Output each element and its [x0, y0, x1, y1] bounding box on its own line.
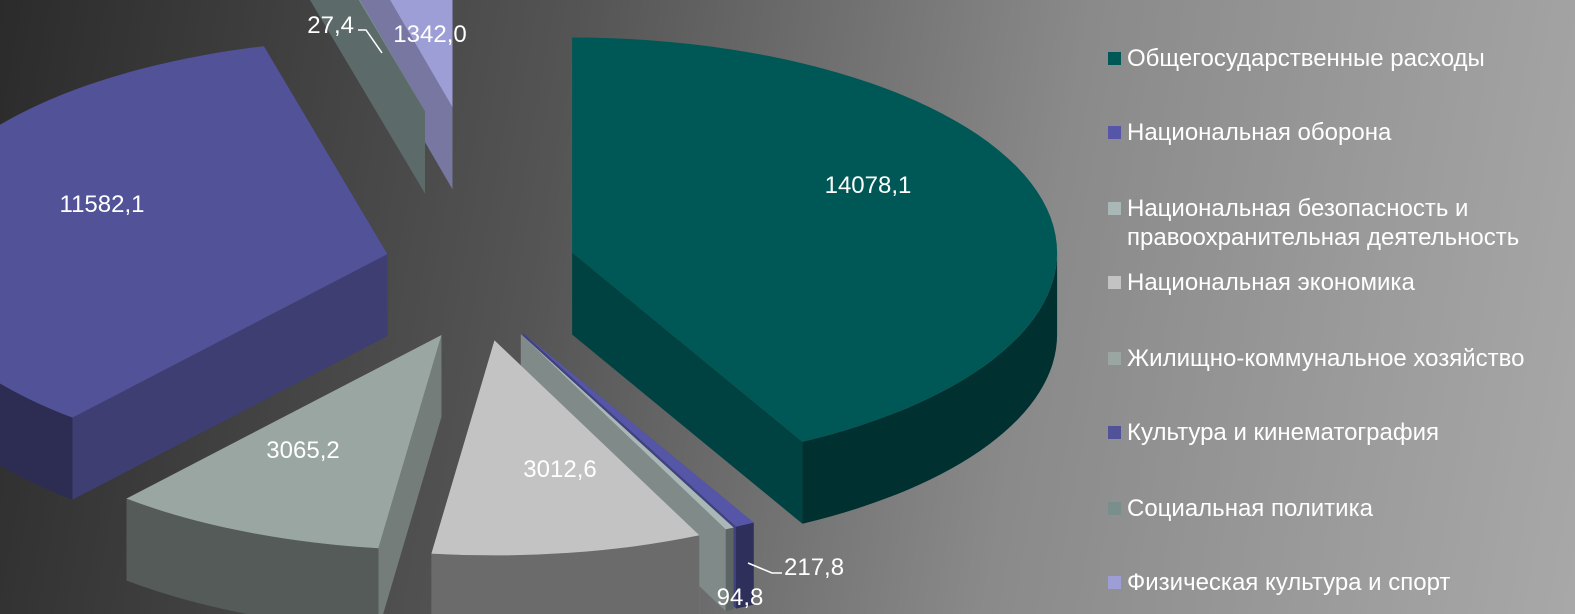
legend-swatch [1108, 576, 1121, 589]
legend-item: Национальная безопасность и правоохранит… [1108, 194, 1519, 252]
pie-slice [126, 335, 442, 614]
legend-swatch [1108, 276, 1121, 289]
slice-top [520, 334, 734, 530]
slice-top [358, 0, 425, 112]
leader-line [747, 562, 782, 574]
legend-label: Жилищно-коммунальное хозяйство [1127, 345, 1525, 372]
legend-swatch [1108, 126, 1121, 139]
slice-side [310, 0, 425, 194]
slice-wall [736, 522, 754, 609]
slice-wall [431, 535, 700, 614]
legend-swatch [1108, 352, 1121, 365]
slice-top [390, 0, 453, 108]
data-label: 94,8 [717, 584, 764, 611]
pie-slice [572, 37, 1058, 524]
legend-label: Национальная безопасность и правоохранит… [1127, 195, 1520, 251]
legend-swatch [1108, 52, 1121, 65]
pie-chart: 14078,1 217,8 94,8 3012,6 3065,2 11582,1 27,4 1… [0, 0, 1058, 614]
slice-side [572, 252, 803, 524]
leader-line [358, 29, 383, 54]
data-label: 14078,1 [825, 172, 912, 199]
legend-swatch [1108, 202, 1121, 215]
pie-slice [0, 46, 388, 500]
legend-item: Национальная экономика [1108, 268, 1415, 297]
data-label: 217,8 [784, 554, 844, 581]
legend-label: Физическая культура и спорт [1127, 569, 1451, 596]
slice-top [572, 37, 1058, 442]
data-label: 3012,6 [523, 456, 596, 483]
slice-top [126, 335, 442, 549]
legend-swatch [1108, 502, 1121, 515]
legend-label: Национальная экономика [1127, 269, 1415, 296]
legend-item: Социальная политика [1108, 494, 1373, 523]
data-label: 27,4 [307, 12, 354, 39]
data-label: 11582,1 [60, 191, 145, 218]
legend-swatch [1108, 426, 1121, 439]
legend-item: Культура и кинематография [1108, 418, 1439, 447]
data-label: 1342,0 [393, 21, 466, 48]
legend-label: Общегосударственные расходы [1127, 45, 1485, 72]
slice-top [0, 46, 388, 418]
legend-label: Социальная политика [1127, 495, 1373, 522]
slice-wall [725, 527, 734, 612]
slice-wall [0, 383, 73, 500]
legend-label: Культура и кинематография [1127, 419, 1440, 446]
slice-top [523, 333, 754, 527]
slice-wall [126, 498, 379, 614]
legend-item: Национальная оборона [1108, 118, 1391, 147]
data-label: 3065,2 [266, 437, 339, 464]
slice-side [312, 0, 425, 194]
slice-top [431, 340, 700, 556]
legend-item: Физическая культура и спорт [1108, 568, 1450, 597]
pie-slice [310, 0, 425, 194]
slice-wall [802, 252, 1058, 524]
pie-slice [431, 340, 700, 614]
slice-side [72, 254, 388, 500]
legend-label: Национальная оборона [1127, 119, 1392, 146]
legend-item: Общегосударственные расходы [1108, 44, 1485, 73]
legend-item: Жилищно-коммунальное хозяйство [1108, 344, 1524, 373]
